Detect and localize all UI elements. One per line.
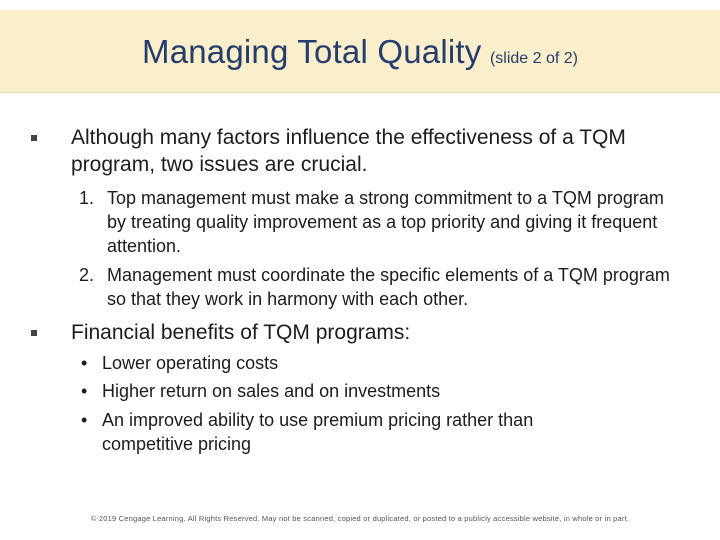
- sub-item-3: An improved ability to use premium prici…: [102, 410, 534, 454]
- bullet-2-text: Financial benefits of TQM programs:: [71, 321, 411, 344]
- title-main: Managing Total Quality: [142, 33, 482, 70]
- bullet-square-icon: [31, 135, 37, 141]
- title-band: [0, 10, 720, 93]
- numbered-item-2: Management must coordinate the specific …: [107, 265, 670, 309]
- bullet-dot-icon: •: [81, 353, 88, 373]
- numbered-marker-2: 2.: [79, 265, 95, 285]
- copyright-footer: © 2019 Cengage Learning. All Rights Rese…: [90, 514, 630, 523]
- slide-title: Managing Total Quality (slide 2 of 2): [0, 33, 720, 71]
- sub-item-2: Higher return on sales and on investment…: [102, 381, 441, 401]
- numbered-item-1: Top management must make a strong commit…: [107, 188, 664, 256]
- title-slide-number: (slide 2 of 2): [489, 50, 578, 67]
- bullet-dot-icon: •: [81, 410, 88, 430]
- bullet-square-icon: [31, 330, 37, 336]
- bullet-1-text: Although many factors influence the effe…: [71, 126, 626, 176]
- bullet-dot-icon: •: [81, 381, 88, 401]
- sub-item-1: Lower operating costs: [102, 353, 279, 373]
- numbered-marker-1: 1.: [79, 188, 95, 208]
